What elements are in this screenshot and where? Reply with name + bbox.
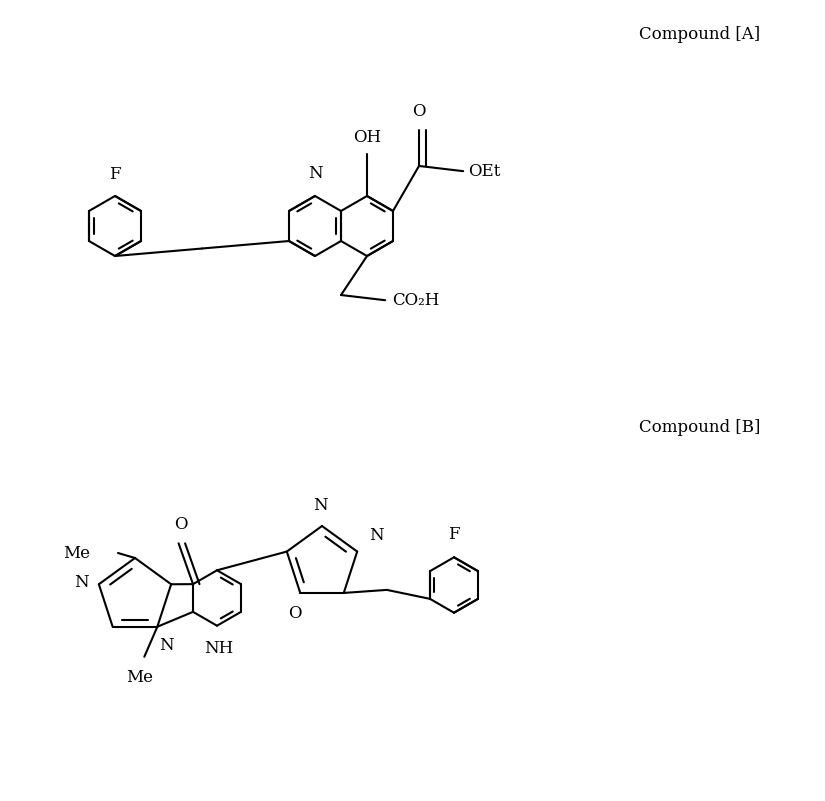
Text: O: O — [174, 517, 187, 533]
Text: CO₂H: CO₂H — [392, 292, 440, 308]
Text: O: O — [289, 605, 302, 622]
Text: N: N — [74, 574, 89, 591]
Text: NH: NH — [205, 640, 233, 657]
Text: N: N — [159, 637, 174, 654]
Text: Me: Me — [126, 669, 153, 686]
Text: F: F — [109, 166, 120, 183]
Text: Compound [B]: Compound [B] — [639, 419, 760, 436]
Text: Compound [A]: Compound [A] — [639, 26, 760, 43]
Text: OH: OH — [353, 129, 381, 146]
Text: OEt: OEt — [469, 163, 501, 179]
Text: N: N — [308, 165, 323, 182]
Text: N: N — [313, 497, 328, 514]
Text: N: N — [370, 526, 384, 544]
Text: Me: Me — [63, 545, 90, 562]
Text: O: O — [412, 103, 426, 119]
Text: F: F — [448, 526, 460, 543]
